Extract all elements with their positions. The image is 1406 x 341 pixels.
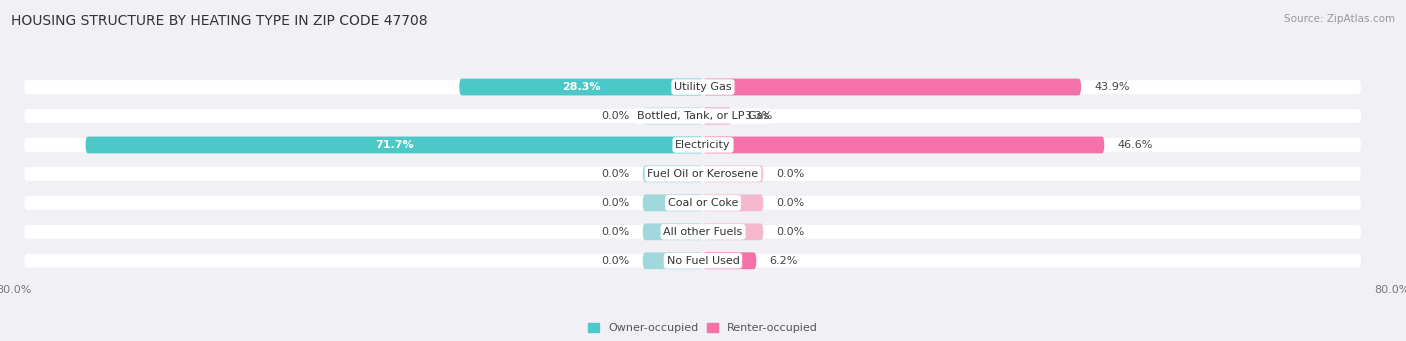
Text: Utility Gas: Utility Gas [675, 82, 731, 92]
FancyBboxPatch shape [703, 165, 763, 182]
FancyBboxPatch shape [703, 136, 1104, 153]
FancyBboxPatch shape [24, 225, 1361, 239]
Text: Fuel Oil or Kerosene: Fuel Oil or Kerosene [647, 169, 759, 179]
Text: Source: ZipAtlas.com: Source: ZipAtlas.com [1284, 14, 1395, 24]
Text: 0.0%: 0.0% [602, 256, 630, 266]
FancyBboxPatch shape [24, 109, 1361, 123]
Text: 6.2%: 6.2% [769, 256, 797, 266]
Text: 0.0%: 0.0% [602, 227, 630, 237]
FancyBboxPatch shape [643, 252, 703, 269]
FancyBboxPatch shape [703, 108, 731, 124]
FancyBboxPatch shape [643, 194, 703, 211]
Text: 0.0%: 0.0% [602, 198, 630, 208]
Text: 71.7%: 71.7% [375, 140, 413, 150]
FancyBboxPatch shape [460, 79, 703, 95]
FancyBboxPatch shape [703, 194, 763, 211]
Text: 0.0%: 0.0% [776, 227, 804, 237]
FancyBboxPatch shape [24, 167, 1361, 181]
FancyBboxPatch shape [24, 254, 1361, 268]
Text: Bottled, Tank, or LP Gas: Bottled, Tank, or LP Gas [637, 111, 769, 121]
Text: HOUSING STRUCTURE BY HEATING TYPE IN ZIP CODE 47708: HOUSING STRUCTURE BY HEATING TYPE IN ZIP… [11, 14, 427, 28]
Text: 43.9%: 43.9% [1094, 82, 1129, 92]
FancyBboxPatch shape [643, 165, 703, 182]
Text: No Fuel Used: No Fuel Used [666, 256, 740, 266]
Text: 0.0%: 0.0% [776, 169, 804, 179]
FancyBboxPatch shape [24, 196, 1361, 210]
Text: 28.3%: 28.3% [562, 82, 600, 92]
Text: 46.6%: 46.6% [1118, 140, 1153, 150]
FancyBboxPatch shape [643, 108, 703, 124]
FancyBboxPatch shape [24, 138, 1361, 152]
FancyBboxPatch shape [86, 136, 703, 153]
FancyBboxPatch shape [703, 252, 756, 269]
Legend: Owner-occupied, Renter-occupied: Owner-occupied, Renter-occupied [588, 323, 818, 333]
FancyBboxPatch shape [643, 223, 703, 240]
Text: All other Fuels: All other Fuels [664, 227, 742, 237]
Text: 0.0%: 0.0% [602, 169, 630, 179]
Text: 3.3%: 3.3% [744, 111, 772, 121]
Text: Electricity: Electricity [675, 140, 731, 150]
FancyBboxPatch shape [24, 80, 1361, 94]
FancyBboxPatch shape [703, 223, 763, 240]
Text: 0.0%: 0.0% [602, 111, 630, 121]
FancyBboxPatch shape [703, 79, 1081, 95]
Text: Coal or Coke: Coal or Coke [668, 198, 738, 208]
Text: 0.0%: 0.0% [776, 198, 804, 208]
